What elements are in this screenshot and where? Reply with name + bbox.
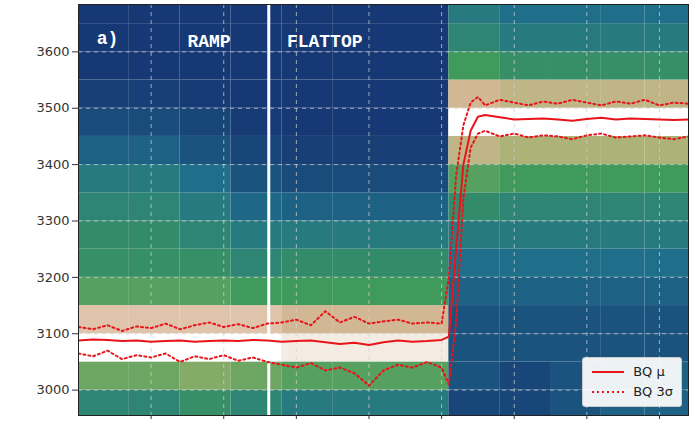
svg-text:3400: 3400	[36, 157, 69, 172]
svg-text:FLATTOP: FLATTOP	[287, 32, 363, 52]
svg-text:RAMP: RAMP	[187, 32, 230, 52]
svg-text:3200: 3200	[36, 270, 69, 285]
svg-text:3600: 3600	[36, 44, 69, 59]
svg-text:3500: 3500	[36, 100, 69, 115]
svg-text:3300: 3300	[36, 213, 69, 228]
svg-text:a): a)	[97, 29, 119, 49]
html-text:BQ μ: BQ μ	[633, 364, 665, 379]
svg-text:3100: 3100	[36, 326, 69, 341]
svg-text:3000: 3000	[36, 382, 69, 397]
html-text:BQ 3σ: BQ 3σ	[633, 384, 673, 399]
